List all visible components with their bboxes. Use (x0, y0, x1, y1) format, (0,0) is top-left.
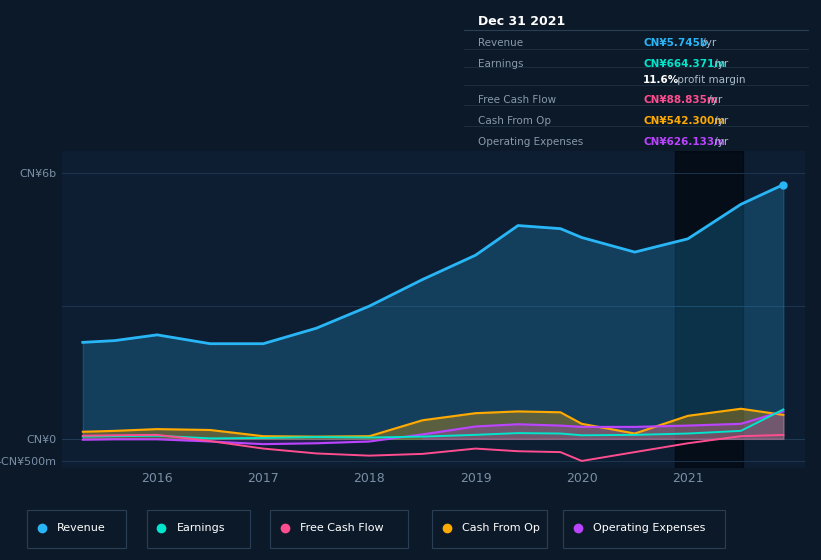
Text: Earnings: Earnings (478, 59, 523, 69)
Bar (675, 151, 743, 468)
Text: /yr: /yr (712, 115, 729, 125)
Text: CN¥626.133m: CN¥626.133m (643, 137, 725, 147)
Text: CN¥542.300m: CN¥542.300m (643, 115, 725, 125)
Text: Operating Expenses: Operating Expenses (594, 523, 706, 533)
Text: /yr: /yr (712, 137, 729, 147)
Text: profit margin: profit margin (674, 75, 745, 85)
Text: Revenue: Revenue (57, 523, 106, 533)
Text: CN¥664.371m: CN¥664.371m (643, 59, 726, 69)
Text: Operating Expenses: Operating Expenses (478, 137, 583, 147)
Text: CN¥88.835m: CN¥88.835m (643, 95, 718, 105)
Text: Dec 31 2021: Dec 31 2021 (478, 15, 565, 28)
Text: Earnings: Earnings (177, 523, 225, 533)
Text: CN¥5.745b: CN¥5.745b (643, 38, 708, 48)
Text: /yr: /yr (705, 95, 722, 105)
Text: 11.6%: 11.6% (643, 75, 680, 85)
Text: Free Cash Flow: Free Cash Flow (300, 523, 383, 533)
Text: Revenue: Revenue (478, 38, 523, 48)
Text: Free Cash Flow: Free Cash Flow (478, 95, 556, 105)
Text: /yr: /yr (712, 59, 729, 69)
Text: /yr: /yr (699, 38, 716, 48)
Text: Cash From Op: Cash From Op (478, 115, 551, 125)
Text: Cash From Op: Cash From Op (462, 523, 540, 533)
